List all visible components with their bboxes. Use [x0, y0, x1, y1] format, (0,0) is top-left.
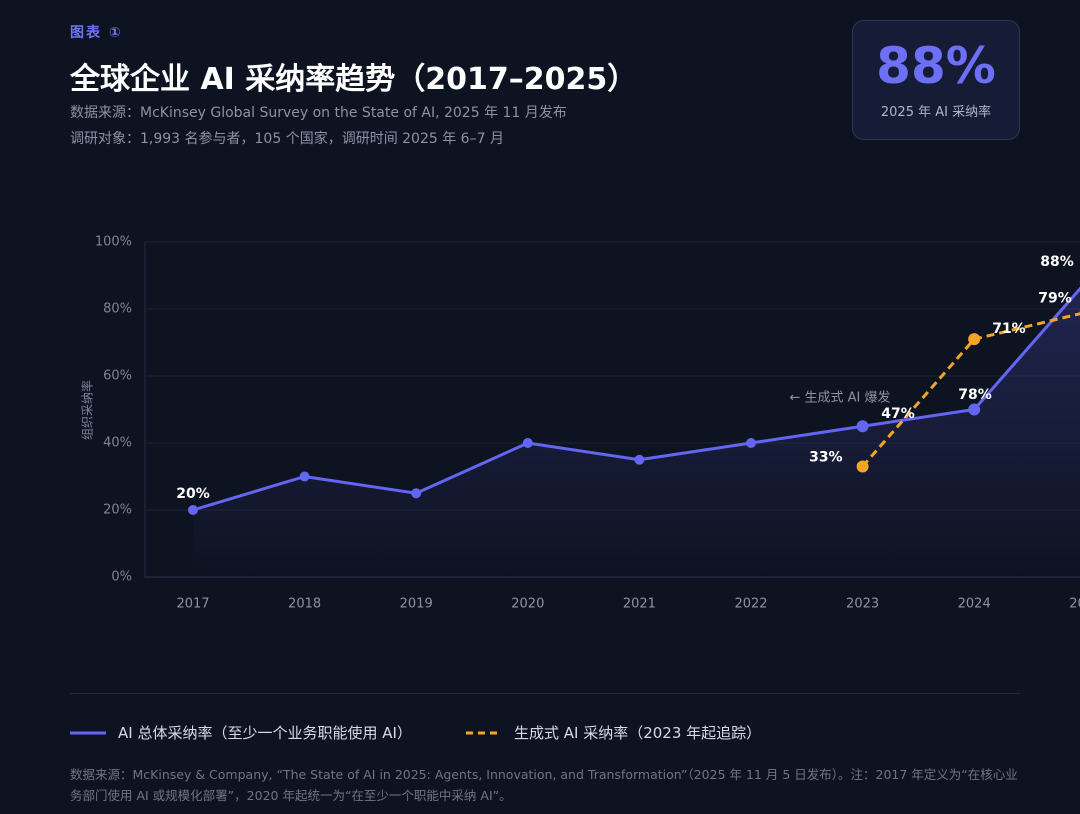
data-label: 20% [176, 486, 210, 502]
area [193, 288, 1080, 577]
data-label: 88% [1040, 254, 1074, 270]
legend-label: 生成式 AI 采纳率（2023 年起追踪） [514, 724, 762, 742]
y-tick-label: 0% [111, 570, 132, 585]
legend-label: AI 总体采纳率（至少一个业务职能使用 AI） [118, 724, 412, 742]
data-label: 71% [992, 321, 1026, 337]
x-tick-label: 2019 [400, 597, 433, 612]
data-point [746, 438, 756, 448]
footnote: 数据来源：McKinsey & Company, “The State of A… [70, 767, 1018, 803]
x-tick-label: 2023 [846, 597, 879, 612]
data-point [634, 454, 645, 465]
data-point [188, 505, 198, 515]
annotation: 47% [881, 406, 915, 422]
source: 数据来源：McKinsey Global Survey on the State… [70, 105, 567, 121]
data-point [968, 403, 981, 416]
data-point [856, 460, 869, 473]
y-axis-title: 组织采纳率 [80, 380, 95, 440]
legend-swatch [466, 731, 502, 734]
data-point [522, 438, 533, 448]
x-tick-label: 2020 [511, 597, 544, 612]
separator [70, 693, 1020, 694]
legend-item: AI 总体采纳率（至少一个业务职能使用 AI） [70, 722, 412, 743]
data-point [299, 471, 310, 482]
annotation: ← 生成式 AI 爆发 [789, 390, 890, 406]
x-tick-label: 2022 [734, 597, 767, 612]
y-tick-label: 80% [103, 302, 132, 317]
legend-item: 生成式 AI 采纳率（2023 年起追踪） [466, 722, 761, 743]
y-tick-label: 20% [103, 503, 132, 518]
x-tick-label: 2017 [176, 597, 209, 612]
x-tick-label: 2018 [288, 597, 321, 612]
y-tick-label: 60% [103, 369, 132, 384]
data-label: 79% [1038, 290, 1072, 306]
x-tick-label: 2021 [623, 597, 656, 612]
title: 全球企业 AI 采纳率趋势（2017–2025） [70, 62, 638, 97]
chart: 0% 20% 40% 60% 80% 100% 组织采纳率 2017 2018 2019 2020 2… [80, 235, 1080, 612]
scope: 调研对象：1,993 名参与者，105 个国家，调研时间 2025 年 6–7 … [70, 131, 504, 147]
eyebrow: 图表 ① [70, 25, 123, 41]
kpi-caption: 2025 年 AI 采纳率 [880, 105, 992, 120]
y-tick-label: 40% [103, 436, 132, 451]
x-tick-label: 2025 [1069, 597, 1080, 612]
kpi-value: 88% [876, 37, 996, 95]
data-label: 33% [809, 449, 843, 465]
kpi-card: 88% 2025 年 AI 采纳率 [852, 20, 1020, 140]
legend-swatch [70, 731, 106, 734]
annotation: 78% [958, 387, 992, 403]
data-point [411, 488, 422, 499]
x-tick-label: 2024 [958, 597, 991, 612]
data-point [856, 420, 869, 433]
y-tick-label: 100% [95, 235, 132, 250]
data-point [968, 333, 981, 346]
